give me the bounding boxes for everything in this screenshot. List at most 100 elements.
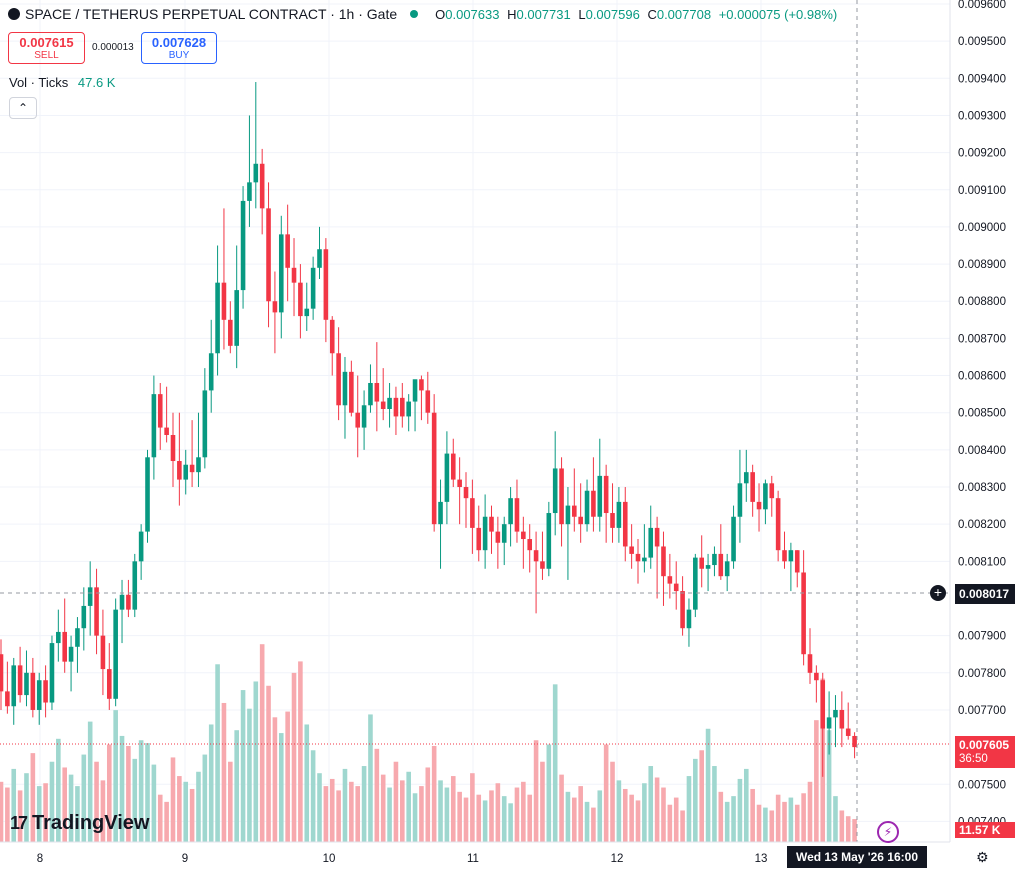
- candle: [667, 553, 673, 599]
- candle: [17, 646, 23, 703]
- price-axis[interactable]: 0.009600 0.009500 0.009400 0.009300 0.009200…: [958, 0, 1006, 828]
- spread-value: 0.000013: [92, 42, 134, 53]
- candle: [259, 148, 265, 235]
- candle: [763, 479, 768, 525]
- open-value: 0.007633: [445, 6, 500, 22]
- volume-bar: [521, 781, 526, 842]
- volume-bar: [444, 787, 450, 842]
- volume-bar: [782, 801, 787, 842]
- candle-body: [355, 412, 361, 428]
- sell-button[interactable]: 0.007615 SELL: [8, 32, 85, 64]
- candle: [750, 464, 755, 517]
- candle: [540, 531, 545, 580]
- volume-bar: [559, 774, 564, 842]
- volume-bar: [699, 750, 704, 842]
- volume-bar: [221, 702, 227, 842]
- candle-body: [119, 594, 125, 610]
- candle: [406, 394, 411, 432]
- volume-bar: [349, 781, 354, 842]
- candles: [0, 82, 857, 777]
- candle-body: [49, 643, 55, 703]
- candle-body: [202, 390, 208, 458]
- chevron-up-icon[interactable]: ⌃: [9, 97, 37, 119]
- volume-bar: [196, 771, 201, 842]
- symbol-title[interactable]: SPACE / TETHERUS PERPETUAL CONTRACT · 1h…: [25, 6, 398, 22]
- buy-button[interactable]: 0.007628 BUY: [141, 32, 217, 64]
- candle-body: [36, 680, 42, 710]
- candle: [164, 386, 169, 443]
- candle: [737, 449, 743, 543]
- volume-bar: [215, 664, 220, 842]
- settings-gear-icon[interactable]: ⚙: [976, 849, 989, 865]
- candle: [183, 449, 189, 495]
- candle: [272, 271, 278, 354]
- candle: [775, 490, 781, 562]
- candle-body: [552, 468, 558, 514]
- candle: [361, 390, 367, 450]
- candle-body: [266, 208, 271, 302]
- price-tick-label: 0.009600: [958, 0, 1006, 11]
- candle-body: [183, 464, 189, 480]
- volume-bar: [228, 761, 233, 842]
- price-tick-label: 0.009000: [958, 222, 1006, 234]
- candle: [629, 524, 634, 569]
- candle-body: [622, 501, 628, 547]
- volume-bar: [610, 761, 615, 842]
- candle-body: [489, 516, 494, 532]
- volume-bar: [731, 796, 736, 842]
- candle-body: [253, 163, 259, 183]
- candle-body: [425, 390, 431, 413]
- add-alert-plus-icon[interactable]: +: [930, 585, 946, 601]
- price-tick-label: 0.008100: [958, 556, 1006, 568]
- candle-body: [521, 531, 526, 540]
- candle: [572, 468, 577, 532]
- candle: [11, 657, 17, 725]
- candle-body: [189, 464, 195, 473]
- candle-body: [826, 717, 832, 729]
- bar-countdown: 36:50: [959, 753, 988, 765]
- candle-body: [87, 587, 93, 606]
- volume-bar: [310, 750, 316, 842]
- candle: [336, 327, 341, 421]
- volume-bar: [75, 786, 80, 842]
- volume-bar: [247, 708, 252, 842]
- candle-body: [591, 490, 596, 517]
- volume-bar: [291, 672, 297, 842]
- candle: [355, 375, 361, 458]
- candle-body: [349, 371, 354, 413]
- candle: [820, 672, 826, 777]
- volume-bar: [323, 786, 329, 842]
- time-axis[interactable]: 8 9 10 11 12 13: [37, 853, 768, 865]
- candle-body: [170, 435, 176, 462]
- tradingview-logo: 17 TradingView: [10, 812, 149, 835]
- volume-bar: [775, 794, 781, 842]
- volume-bar: [240, 690, 246, 842]
- volume-bar: [278, 733, 284, 842]
- volume-bar: [540, 761, 545, 842]
- volume-price-label: 11.57 K: [955, 822, 1015, 838]
- price-tick-label: 0.007500: [958, 779, 1006, 791]
- volume-legend[interactable]: Vol · Ticks 47.6 K: [9, 75, 115, 90]
- candle-body: [705, 565, 711, 569]
- candle-body: [845, 728, 851, 736]
- candle-body: [100, 635, 106, 670]
- candle: [457, 457, 462, 525]
- candle: [68, 635, 74, 692]
- volume-bar: [49, 761, 55, 842]
- candle: [661, 531, 666, 606]
- volume-bar: [36, 786, 42, 842]
- volume-bar: [839, 810, 845, 842]
- candle: [470, 479, 475, 554]
- lightning-icon[interactable]: ⚡: [877, 821, 899, 843]
- candle: [5, 661, 10, 714]
- volume-bar: [336, 790, 341, 842]
- volume-bar: [138, 740, 144, 842]
- candle-body: [501, 524, 507, 543]
- candle: [138, 524, 144, 580]
- candle-body: [419, 379, 424, 391]
- candle-body: [839, 709, 845, 729]
- volume-bar: [814, 720, 819, 842]
- volume-indicator-value: 47.6 K: [77, 75, 116, 90]
- volume-bar: [673, 797, 679, 842]
